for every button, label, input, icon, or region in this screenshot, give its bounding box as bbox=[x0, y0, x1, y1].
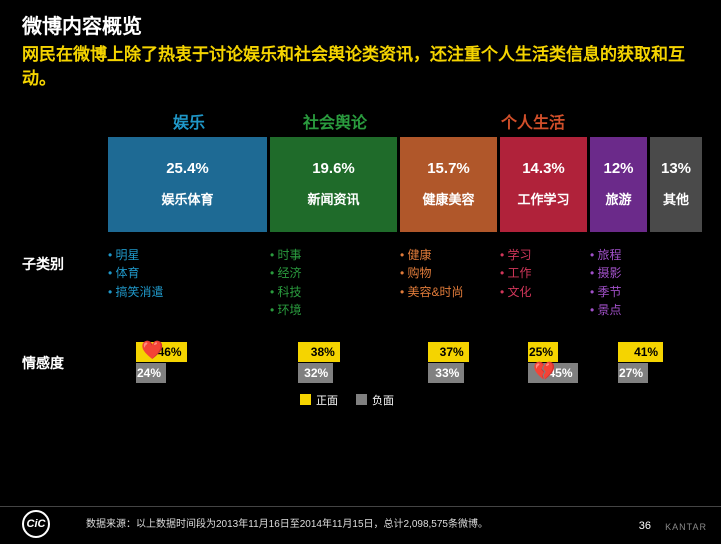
group-header: 娱乐 bbox=[108, 109, 270, 133]
subcategory-item: • 美容&时尚 bbox=[400, 283, 500, 302]
subcategory-row: 子类别 • 明星• 体育• 搞笑消遣• 时事• 经济• 科技• 环境• 健康• … bbox=[22, 246, 721, 320]
block-label: 健康美容 bbox=[422, 189, 474, 208]
subcategory-column: • 时事• 经济• 科技• 环境 bbox=[270, 246, 400, 320]
category-block: 19.6% 新闻资讯 bbox=[270, 137, 397, 232]
block-label: 旅游 bbox=[605, 189, 631, 208]
sentiment-label: 情感度 bbox=[22, 353, 108, 373]
subcategory-item: • 学习 bbox=[500, 246, 590, 265]
sentiment-column: 37%33% bbox=[400, 342, 500, 384]
negative-bar: 32% bbox=[298, 363, 333, 383]
legend-negative-label: 负面 bbox=[372, 392, 394, 408]
legend-positive-label: 正面 bbox=[316, 392, 338, 408]
block-percent: 15.7% bbox=[427, 160, 470, 177]
positive-bar: 25% bbox=[528, 342, 558, 362]
negative-bar: 33% bbox=[428, 363, 464, 383]
group-headers: 娱乐社会舆论个人生活 bbox=[108, 109, 721, 133]
category-blocks: 25.4% 娱乐体育 19.6% 新闻资讯 15.7% 健康美容 14.3% 工作学习 12% 旅… bbox=[108, 137, 721, 232]
sentiment-column: 25%45%💔 bbox=[500, 342, 590, 384]
legend-positive-swatch bbox=[300, 394, 311, 405]
page-subtitle: 网民在微博上除了热衷于讨论娱乐和社会舆论类资讯，还注重个人生活类信息的获取和互动… bbox=[0, 43, 721, 91]
footer: CiC 数据来源：以上数据时间段为2013年11月16日至2014年11月15日… bbox=[0, 506, 721, 544]
page-number: 36 bbox=[639, 520, 651, 532]
block-label: 工作学习 bbox=[517, 189, 569, 208]
subcategory-item: • 体育 bbox=[108, 264, 270, 283]
subcategory-item: • 科技 bbox=[270, 283, 400, 302]
page-title: 微博内容概览 bbox=[0, 0, 721, 43]
subcategory-column: • 旅程• 摄影• 季节• 景点 bbox=[590, 246, 660, 320]
subcategory-column: • 明星• 体育• 搞笑消遣 bbox=[108, 246, 270, 320]
category-block: 12% 旅游 bbox=[590, 137, 647, 232]
negative-bar: 45%💔 bbox=[528, 363, 578, 383]
negative-bar: 24% bbox=[136, 363, 166, 383]
block-label: 新闻资讯 bbox=[307, 189, 359, 208]
sentiment-row: 情感度 46%❤️24%38%32%37%33%25%45%💔41%27% bbox=[22, 342, 721, 384]
source-text: 数据来源：以上数据时间段为2013年11月16日至2014年11月15日，总计2… bbox=[86, 515, 488, 530]
subcategory-item: • 摄影 bbox=[590, 264, 660, 283]
subcategory-item: • 文化 bbox=[500, 283, 590, 302]
block-label: 娱乐体育 bbox=[161, 189, 213, 208]
block-percent: 25.4% bbox=[166, 160, 209, 177]
category-block: 25.4% 娱乐体育 bbox=[108, 137, 267, 232]
legend: 正面 负面 bbox=[300, 392, 721, 408]
group-header: 社会舆论 bbox=[270, 109, 400, 133]
legend-negative: 负面 bbox=[356, 392, 394, 408]
subcategory-item: • 购物 bbox=[400, 264, 500, 283]
group-header: 个人生活 bbox=[400, 109, 666, 133]
subcategory-item: • 明星 bbox=[108, 246, 270, 265]
category-block: 14.3% 工作学习 bbox=[500, 137, 587, 232]
subcategory-column: • 学习• 工作• 文化 bbox=[500, 246, 590, 320]
subcategory-item: • 工作 bbox=[500, 264, 590, 283]
block-percent: 14.3% bbox=[522, 160, 565, 177]
subcategory-item: • 搞笑消遣 bbox=[108, 283, 270, 302]
subcategory-item: • 景点 bbox=[590, 301, 660, 320]
subcategory-item: • 季节 bbox=[590, 283, 660, 302]
subcategory-label: 子类别 bbox=[22, 246, 108, 274]
broken-heart-icon: 💔 bbox=[533, 361, 555, 382]
subcategory-item: • 环境 bbox=[270, 301, 400, 320]
positive-bar: 37% bbox=[428, 342, 469, 362]
legend-negative-swatch bbox=[356, 394, 367, 405]
block-percent: 12% bbox=[603, 160, 633, 177]
block-percent: 13% bbox=[661, 160, 691, 177]
kantar-brand: KANTAR bbox=[665, 522, 707, 532]
subcategory-item: • 旅程 bbox=[590, 246, 660, 265]
positive-bar: 46%❤️ bbox=[136, 342, 187, 362]
subcategory-column: • 健康• 购物• 美容&时尚 bbox=[400, 246, 500, 320]
sentiment-column: 46%❤️24% bbox=[108, 342, 270, 384]
negative-bar: 27% bbox=[618, 363, 648, 383]
subcategory-item: • 经济 bbox=[270, 264, 400, 283]
positive-bar: 41% bbox=[618, 342, 663, 362]
heart-icon: ❤️ bbox=[141, 340, 163, 361]
positive-bar: 38% bbox=[298, 342, 340, 362]
subcategory-item: • 健康 bbox=[400, 246, 500, 265]
sentiment-column: 41%27% bbox=[590, 342, 660, 384]
sentiment-column: 38%32% bbox=[270, 342, 400, 384]
block-label: 其他 bbox=[663, 189, 689, 208]
subcategory-item: • 时事 bbox=[270, 246, 400, 265]
category-block: 15.7% 健康美容 bbox=[400, 137, 497, 232]
block-percent: 19.6% bbox=[312, 160, 355, 177]
category-block: 13% 其他 bbox=[650, 137, 702, 232]
cic-logo: CiC bbox=[22, 510, 50, 538]
legend-positive: 正面 bbox=[300, 392, 338, 408]
